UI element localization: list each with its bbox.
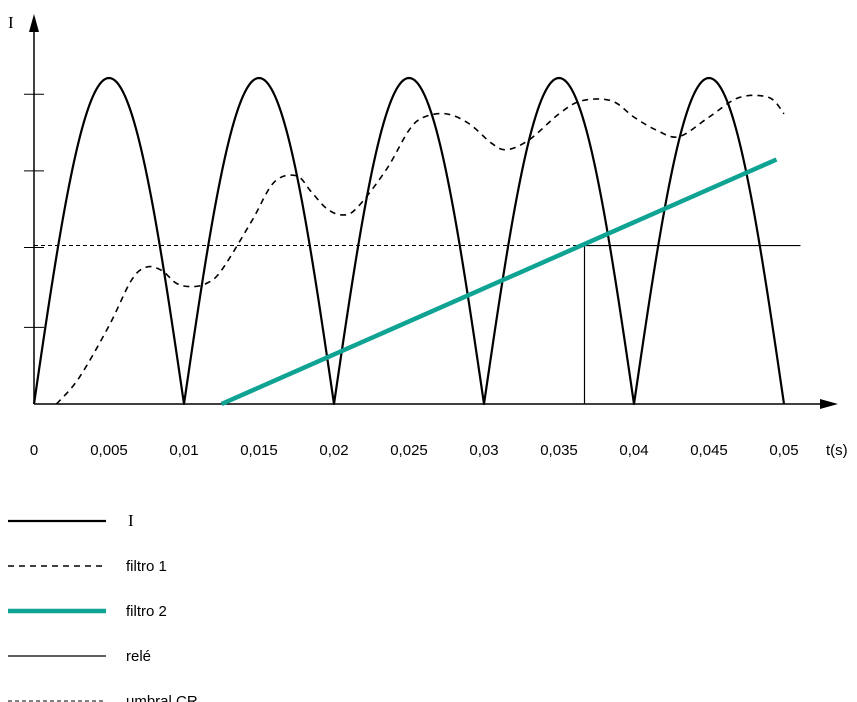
x-tick-label-0: 0 bbox=[30, 442, 38, 459]
x-tick-label-4: 0,02 bbox=[319, 442, 348, 459]
x-tick-label-3: 0,015 bbox=[240, 442, 278, 459]
x-tick-label-2: 0,01 bbox=[169, 442, 198, 459]
x-tick-label-9: 0,045 bbox=[690, 442, 728, 459]
x-axis-title: t(s) bbox=[826, 442, 848, 459]
x-tick-label-7: 0,035 bbox=[540, 442, 578, 459]
x-tick-label-10: 0,05 bbox=[769, 442, 798, 459]
x-tick-label-1: 0,005 bbox=[90, 442, 128, 459]
legend-label-rele: relé bbox=[126, 648, 151, 665]
x-axis-arrow bbox=[820, 399, 838, 409]
legend-label-umbral: umbral CR bbox=[126, 693, 198, 702]
legend-label-I: I bbox=[128, 511, 134, 530]
axes: I t(s) bbox=[8, 13, 848, 459]
legend-label-filtro2: filtro 2 bbox=[126, 603, 167, 620]
x-tick-label-6: 0,03 bbox=[469, 442, 498, 459]
x-tick-label-5: 0,025 bbox=[390, 442, 428, 459]
y-axis-arrow bbox=[29, 14, 39, 32]
series-filtro1 bbox=[55, 94, 785, 405]
x-tick-labels: 0 0,005 0,01 0,015 0,02 0,025 0,03 0,035 0,04 0,0… bbox=[30, 442, 799, 459]
legend-label-filtro1: filtro 1 bbox=[126, 558, 167, 575]
series-filtro2 bbox=[220, 157, 778, 407]
x-tick-label-8: 0,04 bbox=[619, 442, 648, 459]
series-rele bbox=[583, 244, 801, 404]
series-I bbox=[32, 76, 786, 406]
y-ticks bbox=[24, 93, 44, 328]
y-axis-title: I bbox=[8, 13, 14, 32]
series bbox=[32, 76, 801, 407]
